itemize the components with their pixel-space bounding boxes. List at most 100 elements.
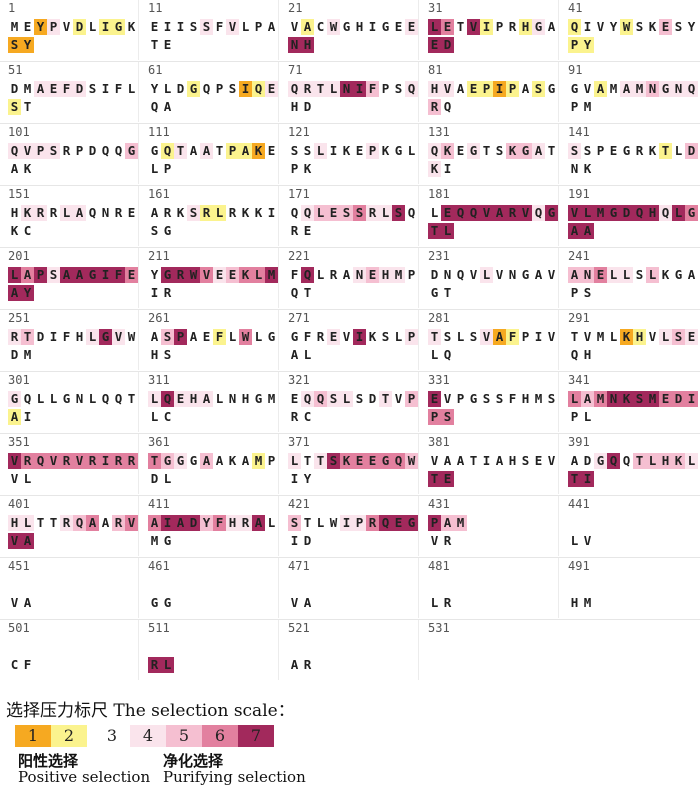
alternate-residue-cell: T [428,223,441,239]
residue-cell: T [659,143,672,159]
residue-cell: L [8,267,21,283]
residue-cell: L [405,143,418,159]
residue-cell: D [187,515,200,531]
block-divider [138,496,139,556]
position-number: 31 [428,1,443,15]
sequence-block: 361 T G G G A A K A M P D L [140,434,278,494]
residue-cell: V [568,205,581,221]
residue-cell: G [379,453,392,469]
residue-cell: V [428,453,441,469]
residue-cell: A [239,143,252,159]
residue-cell: R [174,267,187,283]
residue-cell: L [428,19,441,35]
alternate-residue-cell: K [301,161,314,177]
residue-cell: A [454,81,467,97]
sequence-block: 531 [420,620,558,680]
position-number: 231 [428,249,450,263]
residue-cell: E [327,205,340,221]
residue-cell: K [441,143,454,159]
residue-cell: L [659,329,672,345]
residue-cell: P [519,329,532,345]
residue-cell: Q [301,267,314,283]
residue-cell: Y [685,19,698,35]
residue-cell: S [532,81,545,97]
residue-cell: S [288,143,301,159]
residue-cell: T [148,453,161,469]
position-number: 321 [288,373,310,387]
residue-cell: T [213,143,226,159]
sequence-block: 521 A R [280,620,418,680]
residue-cell: F [213,19,226,35]
residue-cell: R [60,453,73,469]
position-number: 301 [8,373,30,387]
residue-cell: A [174,515,187,531]
residue-cell: E [467,81,480,97]
alternate-residue-cell: I [441,161,454,177]
residue-cell: Q [314,391,327,407]
position-number: 91 [568,63,583,77]
residue-cell: M [594,205,607,221]
sequence-block: 391 A D G Q Q T L H K L T I [560,434,698,494]
residue-cell: S [187,205,200,221]
alternate-residue-cell: K [21,161,34,177]
position-number: 311 [148,373,170,387]
residue-cell: K [239,205,252,221]
alternate-residue-cell: T [441,285,454,301]
residue-cell: D [672,391,685,407]
residue-cell: V [480,205,493,221]
residue-cell: S [493,391,506,407]
alternate-residue-cell: H [288,99,301,115]
residue-cell: H [659,453,672,469]
alternate-residue-cell: R [428,99,441,115]
sequence-row: 251 R T D I F H L G V W D M 261 A S P A E F L W L G H S 271 G F R E V I K… [0,310,700,372]
sequence-block: 101 Q V P S R P D Q Q G A K [0,124,138,184]
alternate-residue-cell: L [21,471,34,487]
residue-cell: V [646,329,659,345]
residue-cell: Q [200,81,213,97]
alternate-residue-cell: L [428,347,441,363]
residue-cell: A [73,205,86,221]
residue-cell: Q [301,205,314,221]
alternate-residue-cell: R [288,223,301,239]
alternate-residue-cell: L [568,533,581,549]
residue-cell: G [187,81,200,97]
purifying-selection-label-en: Purifying selection [163,768,306,786]
residue-cell: H [379,267,392,283]
residue-cell: A [34,81,47,97]
residue-cell: I [480,453,493,469]
residue-cell: L [252,329,265,345]
residue-cell: R [60,143,73,159]
alternate-residue-cell: Q [568,347,581,363]
alternate-residue-cell: Q [148,99,161,115]
scale-title: 选择压力标尺 The selection scale： [6,701,295,721]
residue-cell: A [252,515,265,531]
residue-cell: I [353,329,366,345]
residue-cell: S [327,391,340,407]
row-divider [0,309,700,310]
block-divider [138,62,139,122]
alternate-residue-cell: D [148,471,161,487]
position-number: 411 [148,497,170,511]
residue-cell: T [467,453,480,469]
residue-cell: Q [252,81,265,97]
alternate-residue-cell: P [568,99,581,115]
residue-cell: V [21,143,34,159]
alternate-residue-cell: E [428,37,441,53]
sequence-block: 71 Q R T L N I F P S Q H D [280,62,418,122]
residue-cell: L [239,19,252,35]
block-divider [418,62,419,122]
alternate-residue-cell: S [8,99,21,115]
residue-cell: A [301,19,314,35]
position-number: 191 [568,187,590,201]
alternate-residue-cell: S [148,223,161,239]
sequence-block: 191 V L M G D Q H Q L G A A [560,186,698,246]
residue-cell: N [672,81,685,97]
residue-cell: I [47,329,60,345]
residue-cell: E [659,391,672,407]
residue-cell: E [174,391,187,407]
sequence-block: 131 Q K E G T S K G A T K I [420,124,558,184]
residue-cell: G [672,267,685,283]
residue-cell: A [148,329,161,345]
residue-cell: Q [428,143,441,159]
residue-cell: L [252,267,265,283]
